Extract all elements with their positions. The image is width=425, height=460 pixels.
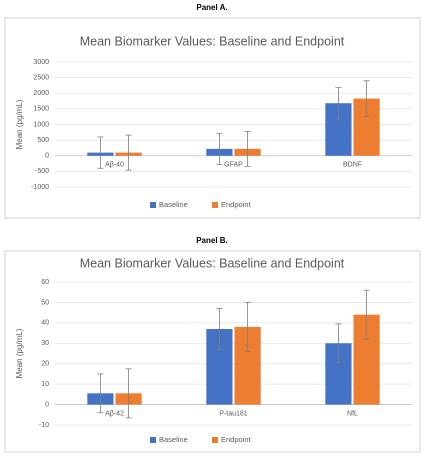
y-tick-label: 3000 [33,59,49,66]
y-axis-label: Mean (pg/mL) [15,328,24,378]
legend-swatch [150,437,156,443]
legend-label: Baseline [159,200,188,209]
x-tick-label: GFAP [224,162,243,169]
y-tick-label: 2000 [33,90,49,97]
x-tick-label: Aβ-42 [105,410,124,417]
chart-title: Mean Biomarker Values: Baseline and Endp… [80,34,345,48]
y-tick-label: 1000 [33,121,49,128]
y-axis-label: Mean (pg/mL) [15,99,24,149]
y-tick-label: 10 [41,381,49,388]
y-tick-label: 1500 [33,106,49,113]
legend-swatch [150,202,156,208]
panel-label: Panel A. [196,3,227,12]
x-tick-label: P-tau181 [219,410,248,417]
legend-label: Baseline [159,435,188,444]
y-tick-label: -10 [39,422,49,429]
legend-swatch [212,202,218,208]
y-tick-label: 50 [41,299,49,306]
y-tick-label: 0 [45,153,49,160]
y-tick-label: 0 [45,401,49,408]
y-tick-label: -1000 [31,184,49,191]
y-tick-label: 60 [41,279,49,286]
y-tick-label: -500 [35,168,49,175]
legend-label: Endpoint [221,200,252,209]
y-tick-label: 30 [41,340,49,347]
legend-label: Endpoint [221,435,252,444]
y-tick-label: 20 [41,361,49,368]
x-tick-label: BDNF [343,162,362,169]
y-tick-label: 500 [37,137,49,144]
y-tick-label: 2500 [33,74,49,81]
x-tick-label: NfL [347,410,358,417]
y-tick-label: 40 [41,320,49,327]
legend-swatch [212,437,218,443]
x-tick-label: Aβ-40 [105,162,124,169]
chart-title: Mean Biomarker Values: Baseline and Endp… [80,256,345,270]
panel-label: Panel B. [196,236,228,245]
